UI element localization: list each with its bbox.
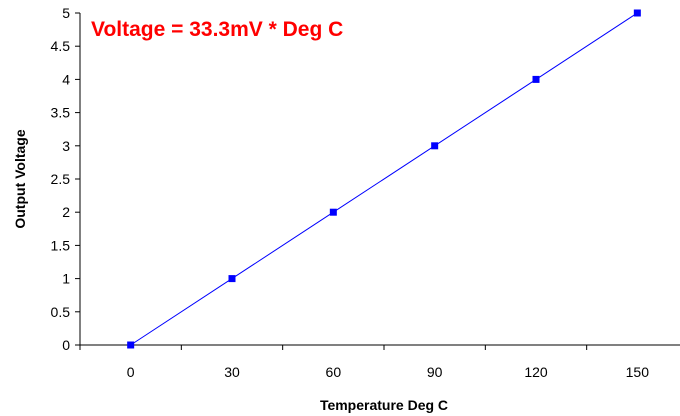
y-tick-label: 2.5 xyxy=(51,171,71,187)
y-tick-label: 4.5 xyxy=(51,38,71,54)
x-axis-title: Temperature Deg C xyxy=(320,397,448,413)
y-axis-title: Output Voltage xyxy=(12,129,28,228)
y-tick-label: 3 xyxy=(62,138,70,154)
data-point xyxy=(532,75,540,83)
y-tick-label: 4 xyxy=(62,71,70,87)
data-point xyxy=(228,275,236,283)
y-tick-label: 1.5 xyxy=(51,237,71,253)
x-tick-label: 120 xyxy=(524,364,548,380)
x-tick-label: 150 xyxy=(626,364,650,380)
x-tick-label: 60 xyxy=(326,364,342,380)
data-point xyxy=(431,142,439,150)
plot-area: 0 0.5 1 1.5 2 2.5 3 3.5 4 4.5 5 0 30 60 90 120 150 xyxy=(51,5,680,380)
y-tick-label: 0 xyxy=(62,337,70,353)
y-tick-label: 2 xyxy=(62,204,70,220)
y-tick-label: 5 xyxy=(62,5,70,21)
data-point xyxy=(633,9,641,17)
data-point xyxy=(127,341,135,349)
series-line xyxy=(130,12,638,346)
y-tick-label: 0.5 xyxy=(51,304,71,320)
data-point xyxy=(329,208,337,216)
y-tick-label: 3.5 xyxy=(51,105,71,121)
x-tick-label: 0 xyxy=(127,364,135,380)
x-tick-label: 30 xyxy=(224,364,240,380)
y-tick-label: 1 xyxy=(62,271,70,287)
chart-annotation: Voltage = 33.3mV * Deg C xyxy=(91,18,343,41)
x-tick-label: 90 xyxy=(427,364,443,380)
